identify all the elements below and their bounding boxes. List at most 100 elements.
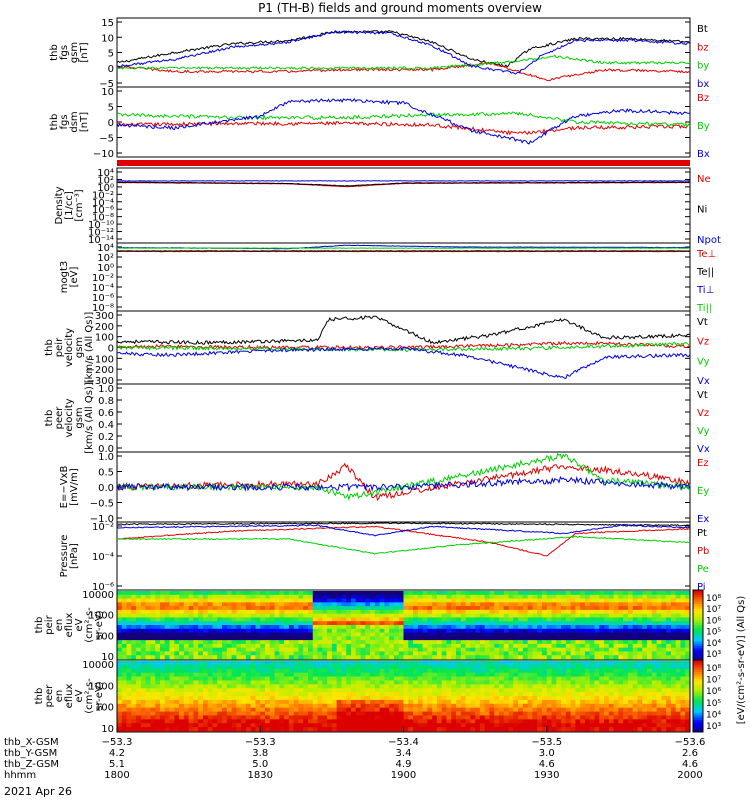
spectrogram-cell <box>451 632 457 637</box>
spectrogram-cell <box>484 594 490 599</box>
spectrogram-cell <box>317 719 323 724</box>
spectrogram-cell <box>293 684 299 689</box>
spectrogram-cell <box>680 699 686 705</box>
spectrogram-cell <box>456 684 462 689</box>
spectrogram-cell <box>627 707 634 712</box>
spectrogram-cell <box>647 621 653 626</box>
spectrogram-cell <box>222 640 228 645</box>
spectrogram-cell <box>537 621 543 626</box>
spectrogram-cell <box>341 643 347 649</box>
spectrogram-cell <box>561 727 567 732</box>
spectrogram-cell <box>159 696 166 701</box>
spectrogram-cell <box>222 684 228 689</box>
spectrogram-cell <box>274 632 280 637</box>
spectrogram-cell <box>565 703 572 709</box>
spectrogram-cell <box>241 606 247 611</box>
spectrogram-cell <box>374 602 381 607</box>
spectrogram-cell <box>355 696 361 701</box>
spectrogram-cell <box>627 594 634 599</box>
spectrogram-cell <box>546 676 552 681</box>
spectrogram-cell <box>618 711 624 716</box>
spectrogram-cell <box>613 602 619 607</box>
spectrogram-cell <box>656 632 662 637</box>
spectrogram-cell <box>432 661 438 666</box>
spectrogram-cell <box>518 672 524 677</box>
spectrogram-cell <box>303 707 309 712</box>
y-axis-label: eflux <box>64 684 75 709</box>
spectrogram-cell <box>561 628 567 633</box>
spectrogram-cell <box>145 661 151 666</box>
colorbar-tick-label: 10⁸ <box>706 594 721 604</box>
spectrogram-cell <box>245 696 252 701</box>
spectrogram-cell <box>613 664 619 670</box>
spectrogram-cell <box>503 625 509 630</box>
spectrogram-cell <box>604 655 610 660</box>
spectrogram-cell <box>570 609 576 615</box>
spectrogram-cell <box>398 609 404 615</box>
spectrogram-cell <box>183 655 190 660</box>
spectrogram-cell <box>284 684 290 689</box>
spectrogram-cell <box>269 715 275 720</box>
spectrogram-cell <box>604 684 610 689</box>
spectrogram-cell <box>608 703 615 709</box>
spectrogram-cell <box>575 699 581 705</box>
spectrogram-cell <box>308 621 314 626</box>
spectrogram-cell <box>145 688 151 693</box>
spectrogram-cell <box>355 632 361 637</box>
spectrogram-cell <box>518 640 524 645</box>
spectrogram-cell <box>632 647 638 652</box>
spectrogram-cell <box>580 625 586 630</box>
spectrogram-cell <box>475 699 481 705</box>
spectrogram-cell <box>451 719 457 724</box>
spectrogram-cell <box>374 621 381 626</box>
spectrogram-cell <box>312 661 318 666</box>
spectrogram-cell <box>427 643 433 649</box>
spectrogram-cell <box>551 692 557 697</box>
spectrogram-cell <box>245 598 252 603</box>
spectrogram-cell <box>623 684 629 689</box>
spectrogram-cell <box>670 703 677 709</box>
spectrogram-cell <box>145 621 151 626</box>
spectrogram-cell <box>360 699 366 705</box>
spectrogram-cell <box>260 692 266 697</box>
spectrogram-cell <box>518 617 524 622</box>
spectrogram-cell <box>136 715 142 720</box>
spectrogram-cell <box>179 727 185 732</box>
spectrogram-cell <box>183 668 190 674</box>
spectrogram-cell <box>159 727 166 732</box>
spectrogram-cell <box>513 680 519 685</box>
spectrogram-cell <box>604 602 610 607</box>
y-axis-label: Pressure <box>59 535 70 578</box>
spectrogram-cell <box>355 715 361 720</box>
legend-entry: Pb <box>697 546 709 557</box>
spectrogram-cell <box>179 676 185 681</box>
spectrogram-cell <box>637 628 643 633</box>
spectrogram-cell <box>556 727 562 732</box>
spectrogram-cell <box>236 723 242 728</box>
spectrogram-cell <box>207 647 213 652</box>
spectrogram-cell <box>623 672 629 677</box>
spectrogram-cell <box>327 640 333 645</box>
spectrogram-cell <box>413 617 419 622</box>
spectrogram-cell <box>293 655 299 660</box>
y-tick-label: 10⁻⁶ <box>92 293 114 304</box>
spectrogram-cell <box>594 606 600 611</box>
spectrogram-cell <box>236 598 242 603</box>
spectrogram-cell <box>250 672 256 677</box>
spectrogram-cell <box>623 602 629 607</box>
spectrogram-cell <box>470 632 476 637</box>
spectrogram-cell <box>365 661 371 666</box>
spectrogram-cell <box>518 594 524 599</box>
spectrogram-cell <box>441 707 447 712</box>
spectrogram-cell <box>675 680 681 685</box>
series-line <box>116 346 691 379</box>
spectrogram-cell <box>226 672 232 677</box>
spectrogram-cell <box>627 664 634 670</box>
spectrogram-cell <box>613 672 619 677</box>
spectrogram-cell <box>121 661 127 666</box>
spectrogram-cell <box>623 727 629 732</box>
spectrogram-cell <box>265 621 271 626</box>
spectrogram-cell <box>584 672 591 677</box>
spectrogram-cell <box>217 606 223 611</box>
spectrogram-cell <box>355 723 361 728</box>
